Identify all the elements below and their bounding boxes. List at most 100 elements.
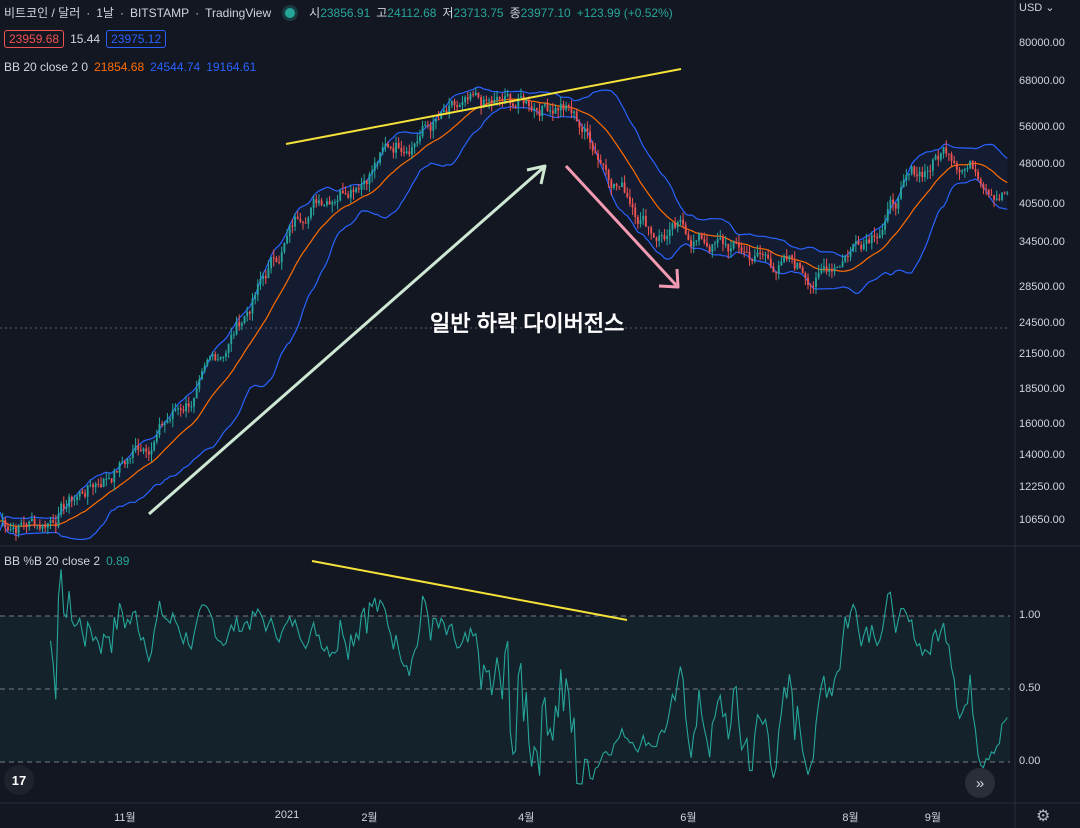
candle-body [131,450,134,458]
candle-body [908,173,910,176]
candle-body [232,334,235,336]
time-tick-label: 8월 [842,812,859,824]
interval[interactable]: 1날 [96,6,114,20]
candle-body [918,171,921,177]
candle-body [955,162,958,170]
candle-body [647,226,650,228]
candle-body [610,179,613,188]
candle-body [504,95,506,102]
bb-percent-b-pane [49,569,1008,785]
candle-body [785,256,788,260]
bb-basis-line [0,98,1008,528]
candle-body [256,284,259,295]
market-status-icon[interactable] [285,7,296,18]
price-tick-label: 56000.00 [1019,121,1065,134]
tradingview-logo-icon[interactable]: 17 [4,765,34,795]
high-value: 24112.68 [387,5,437,20]
candle-body [147,451,150,455]
candle-body [387,143,389,147]
candle-body [153,441,156,451]
candle-body [246,311,249,317]
candle-body [65,506,68,509]
close-value: 23977.10 [520,5,571,20]
bb-lower-value: 19164.61 [206,60,257,74]
bb-legend[interactable]: BB 20 close 2 0 21854.68 24544.74 19164.… [4,60,256,74]
candle-body [381,147,384,153]
candle-body [660,235,663,237]
candle-body [854,241,857,245]
data-source: TradingView [205,5,272,20]
candle-body [275,258,278,262]
candle-body [155,435,158,442]
price-tick-label: 12250.00 [1019,480,1065,493]
settings-gear-icon[interactable]: ⚙ [1036,808,1051,825]
candle-body [496,96,498,100]
candle-body [546,104,549,111]
candle-body [230,334,233,344]
candle-body [687,234,690,241]
candle-body [116,470,118,473]
time-tick-label: 9월 [924,812,942,824]
candle-body [206,360,209,366]
candle-body [278,261,281,263]
candle-body [373,162,376,171]
currency-selector[interactable]: USD ⌄ [1019,1,1055,14]
bbp-legend[interactable]: BB %B 20 close 2 0.89 [4,554,129,568]
candle-body [913,166,916,175]
candle-body [873,235,876,238]
candle-body [865,239,868,244]
exchange: BITSTAMP [129,5,190,20]
candle-body [312,199,315,208]
candle-body [737,242,740,248]
scroll-to-realtime-button[interactable]: » [965,768,995,798]
candle-body [931,159,934,171]
sell-price-button[interactable]: 23959.68 [4,30,65,48]
candle-body [990,194,993,196]
candle-body [118,462,121,473]
candle-body [900,187,902,199]
candle-body [294,216,296,227]
candle-body [413,143,416,148]
candle-body [963,168,966,171]
candle-body [618,186,621,188]
candle-body [703,239,706,243]
candle-body [679,219,682,222]
candle-body [971,160,974,170]
candle-body [799,262,801,268]
candle-body [1006,192,1009,194]
candle-body [280,252,283,263]
candle-body [389,146,392,148]
symbol-name[interactable]: 비트코인 / 달러 [4,6,81,20]
candle-body [100,484,102,488]
candle-body [714,243,716,245]
candle-body [533,108,536,111]
candle-body [615,184,618,187]
candle-body [902,180,905,188]
candle-body [783,256,786,262]
bbp-tick-label: 0.50 [1019,682,1041,694]
chevron-down-icon: ⌄ [1045,2,1055,14]
buy-price-button[interactable]: 23975.12 [106,30,167,48]
candle-body [12,527,15,530]
price-tick-label: 18500.00 [1019,383,1065,396]
candle-body [62,503,65,509]
candle-body [634,207,637,217]
candle-body [466,97,469,100]
candle-body [599,159,602,164]
candle-body [240,323,243,327]
bbp-tick-label: 1.00 [1019,609,1041,621]
candle-body [339,190,342,201]
candle-body [838,266,841,268]
candle-body [416,141,419,144]
candle-body [450,101,453,106]
candle-body [791,255,793,260]
candle-body [379,152,382,163]
candle-body [17,524,20,534]
candle-body [541,105,544,117]
candle-body [323,205,326,207]
open-value: 23856.91 [320,5,371,20]
candle-body [105,478,108,480]
candle-body [570,107,573,114]
candle-body [333,202,336,204]
